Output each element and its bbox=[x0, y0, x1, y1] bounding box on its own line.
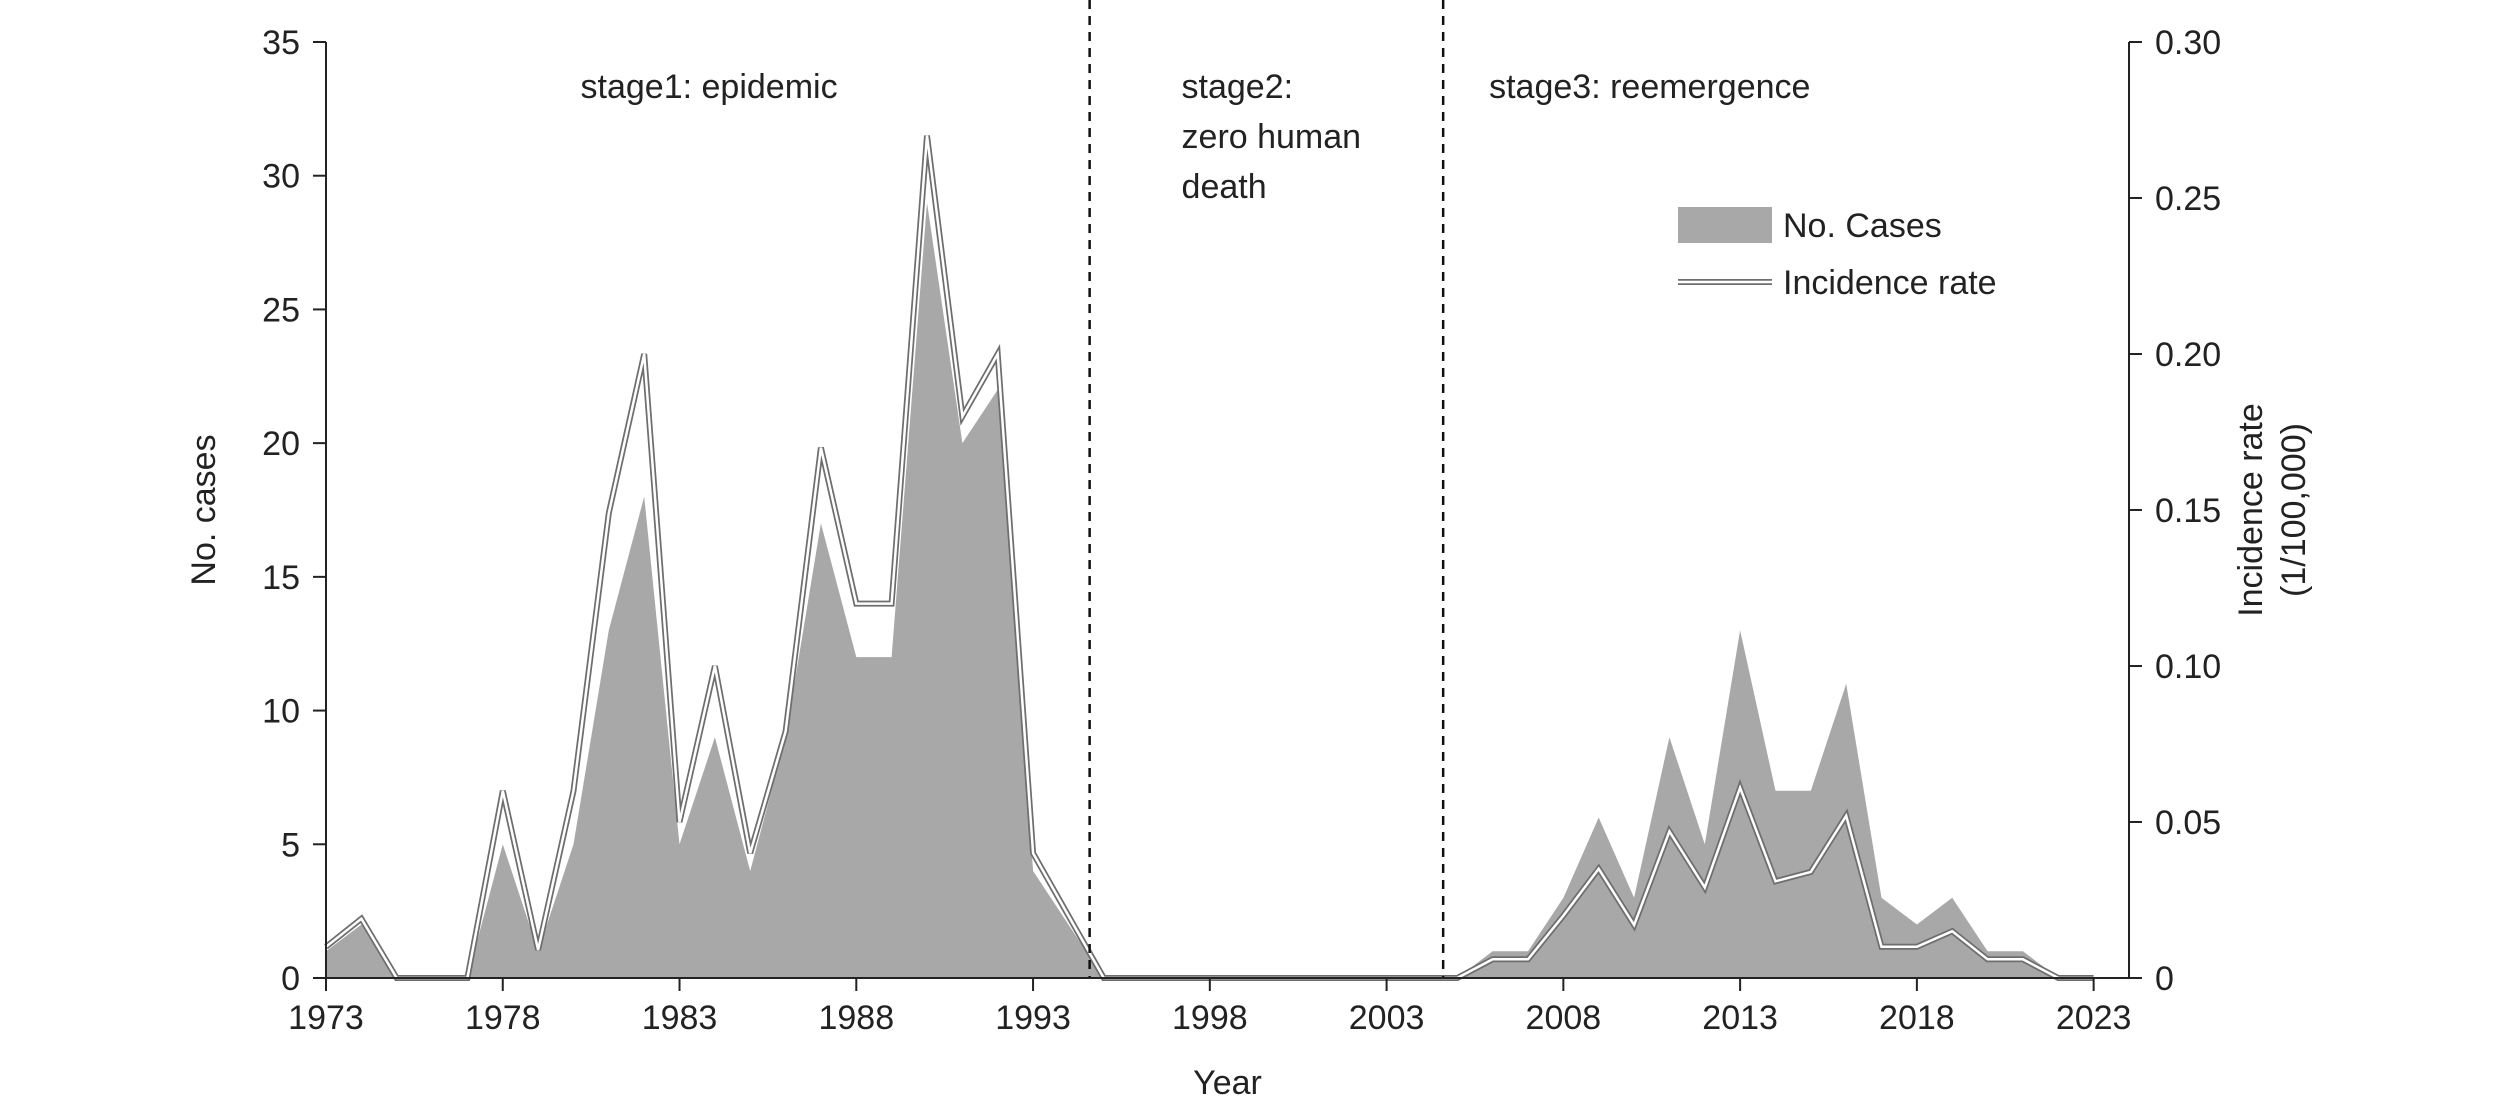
area-series-group bbox=[326, 202, 2094, 978]
cases-area bbox=[326, 202, 2094, 978]
y-tick-label: 5 bbox=[281, 826, 300, 864]
x-tick-label: 2023 bbox=[2056, 999, 2132, 1037]
y2-tick-label: 0.15 bbox=[2155, 492, 2221, 530]
x-tick-label: 2018 bbox=[1879, 999, 1955, 1037]
stage-annotation-2: zero human bbox=[1182, 118, 1362, 156]
y2-axis-label-line1: Incidence rate bbox=[2232, 403, 2270, 617]
y-axis-label: No. cases bbox=[185, 434, 223, 585]
y-tick-label: 10 bbox=[262, 693, 300, 731]
x-tick-label: 1983 bbox=[642, 999, 718, 1037]
y-tick-label: 20 bbox=[262, 425, 300, 463]
legend-label-incidence: Incidence rate bbox=[1783, 264, 1997, 302]
legend-label-cases: No. Cases bbox=[1783, 207, 1942, 245]
stage-annotation-1: stage1: epidemic bbox=[581, 68, 838, 106]
x-tick-label: 1988 bbox=[818, 999, 894, 1037]
y2-tick-label: 0.30 bbox=[2155, 24, 2221, 62]
y2-tick-label: 0 bbox=[2155, 960, 2174, 998]
y-tick-label: 15 bbox=[262, 559, 300, 597]
y-tick-label: 35 bbox=[262, 24, 300, 62]
x-tick-label: 1998 bbox=[1172, 999, 1248, 1037]
y2-axis-label-line2: (1/100,000) bbox=[2275, 423, 2313, 597]
y-tick-label: 0 bbox=[281, 960, 300, 998]
y2-tick-label: 0.25 bbox=[2155, 180, 2221, 218]
x-tick-label: 1973 bbox=[288, 999, 364, 1037]
x-tick-label: 2013 bbox=[1702, 999, 1778, 1037]
stage-annotation-2: death bbox=[1182, 168, 1267, 206]
legend-swatch-cases bbox=[1678, 207, 1772, 243]
x-tick-label: 1978 bbox=[465, 999, 541, 1037]
stage-annotation-3: stage3: reemergence bbox=[1489, 68, 1810, 106]
y2-tick-label: 0.05 bbox=[2155, 804, 2221, 842]
stage-annotation-2: stage2: bbox=[1182, 68, 1294, 106]
y-tick-label: 30 bbox=[262, 158, 300, 196]
x-tick-label: 2003 bbox=[1349, 999, 1425, 1037]
y2-tick-label: 0.20 bbox=[2155, 336, 2221, 374]
x-tick-label: 1993 bbox=[995, 999, 1071, 1037]
x-axis-label: Year bbox=[1193, 1064, 1262, 1102]
y-tick-label: 25 bbox=[262, 291, 300, 329]
x-tick-label: 2008 bbox=[1526, 999, 1602, 1037]
legend: No. Cases Incidence rate bbox=[1678, 207, 1997, 302]
y2-tick-label: 0.10 bbox=[2155, 648, 2221, 686]
